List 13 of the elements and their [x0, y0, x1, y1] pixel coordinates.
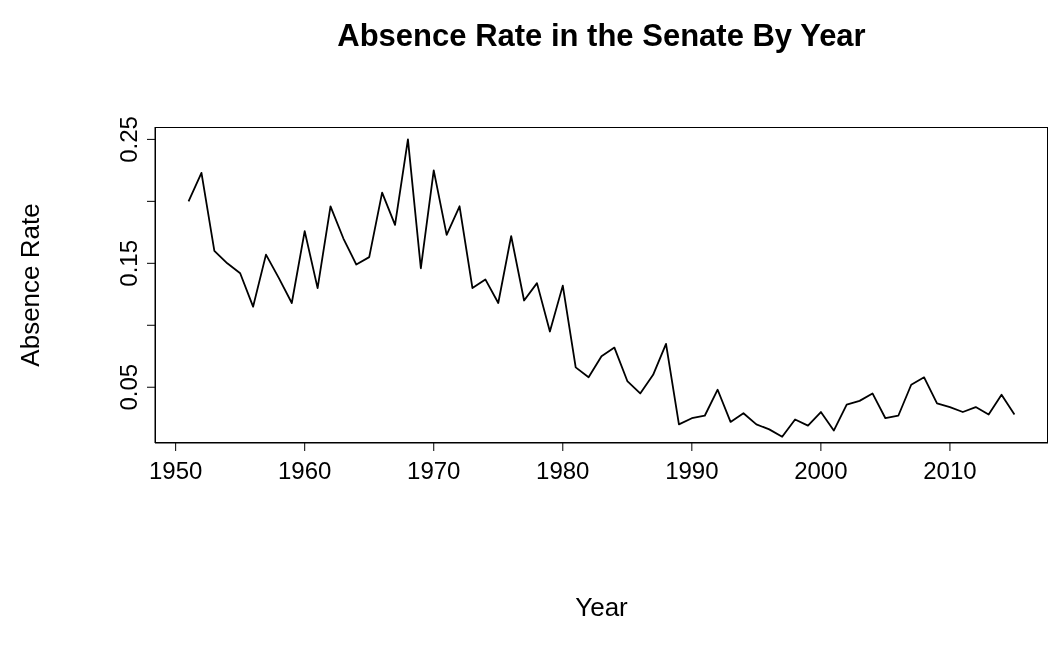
- x-tick-label: 2000: [794, 457, 848, 484]
- x-tick-label: 1990: [665, 457, 719, 484]
- chart-title: Absence Rate in the Senate By Year: [336, 18, 867, 54]
- y-tick-label: 0.15: [115, 239, 142, 287]
- x-tick-label: 1950: [148, 457, 203, 484]
- y-axis-title: Absence Rate: [14, 203, 46, 367]
- x-tick-label: 1970: [407, 457, 461, 484]
- y-tick-label: 0.05: [115, 363, 142, 411]
- x-tick-label: 1980: [536, 457, 590, 484]
- x-tick-label: 2010: [923, 457, 977, 484]
- y-tick-label: 0.25: [115, 116, 142, 163]
- x-tick-label: 1960: [278, 457, 332, 484]
- x-axis-title: Year: [574, 592, 629, 623]
